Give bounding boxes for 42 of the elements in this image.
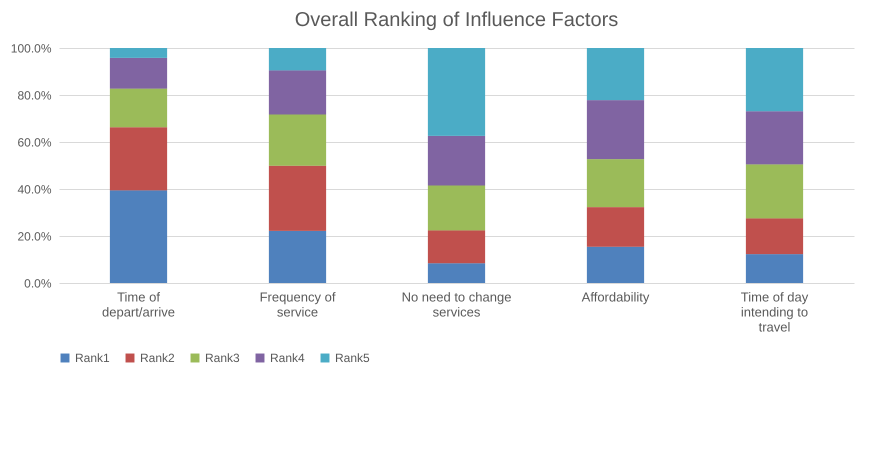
legend-label: Rank3: [205, 351, 240, 365]
bar: [428, 185, 486, 230]
y-tick-label: 40.0%: [17, 182, 52, 196]
y-tick-label: 60.0%: [17, 136, 52, 150]
bar: [746, 111, 804, 164]
bar: [746, 48, 804, 112]
bar: [428, 263, 486, 283]
x-tick-label: Time of depart/arrive: [102, 290, 175, 320]
bar: [268, 70, 326, 115]
bar: [586, 100, 644, 160]
x-tick-label: No need to change services: [402, 290, 512, 320]
bar: [586, 159, 644, 208]
legend-label: Rank5: [335, 351, 370, 365]
legend-label: Rank2: [140, 351, 176, 365]
bar: [110, 48, 168, 58]
y-tick-label: 0.0%: [24, 276, 52, 290]
bar: [110, 190, 168, 283]
bar: [268, 114, 326, 166]
chart-title: Overall Ranking of Influence Factors: [294, 9, 618, 31]
bar: [586, 246, 644, 283]
bar: [746, 254, 804, 283]
bar: [268, 48, 326, 70]
x-tick-label: Affordability: [582, 290, 650, 304]
y-tick-label: 20.0%: [17, 230, 52, 244]
bar: [110, 88, 168, 128]
bar: [746, 164, 804, 218]
bar: [428, 136, 486, 186]
bar: [428, 230, 486, 264]
bar: [746, 218, 804, 254]
x-tick-label: Frequency of service: [260, 290, 336, 320]
bar: [428, 48, 486, 136]
bar: [110, 58, 168, 89]
legend-label: Rank1: [75, 351, 110, 365]
y-tick-label: 80.0%: [17, 88, 52, 102]
x-tick-label: Time of day intending to travel: [740, 290, 809, 334]
bar: [110, 127, 168, 190]
legend-label: Rank4: [270, 351, 306, 365]
bar: [268, 230, 326, 283]
y-tick-label: 100.0%: [10, 42, 52, 56]
bar: [586, 207, 644, 247]
bar: [268, 166, 326, 231]
bar: [586, 48, 644, 100]
